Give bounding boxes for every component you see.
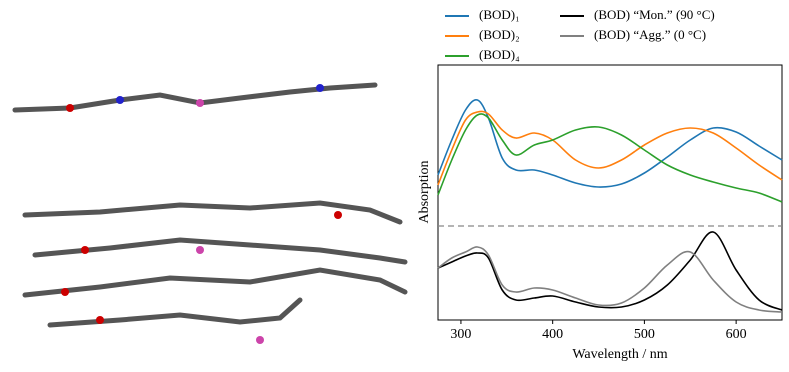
series-line [437,110,783,186]
series-line [437,246,783,313]
x-tick-label: 500 [634,327,655,342]
x-axis-label: Wavelength / nm [572,347,667,362]
legend-label: (BOD) “Agg.” (0 °C) [594,27,706,42]
legend-label: (BOD) “Mon.” (90 °C) [594,7,715,22]
series-line [437,113,783,203]
legend-label: (BOD)₄ [479,47,520,62]
molecule-illustration [12,82,408,344]
y-axis-label: Absorption [417,161,432,224]
x-tick-label: 300 [450,327,471,342]
series-line [437,98,783,188]
x-tick-label: 600 [726,327,747,342]
series-line [437,231,783,311]
legend-label: (BOD)₂ [479,27,520,42]
plot-frame [437,64,783,321]
x-tick-label: 400 [542,327,563,342]
legend-label: (BOD)₁ [479,7,520,22]
